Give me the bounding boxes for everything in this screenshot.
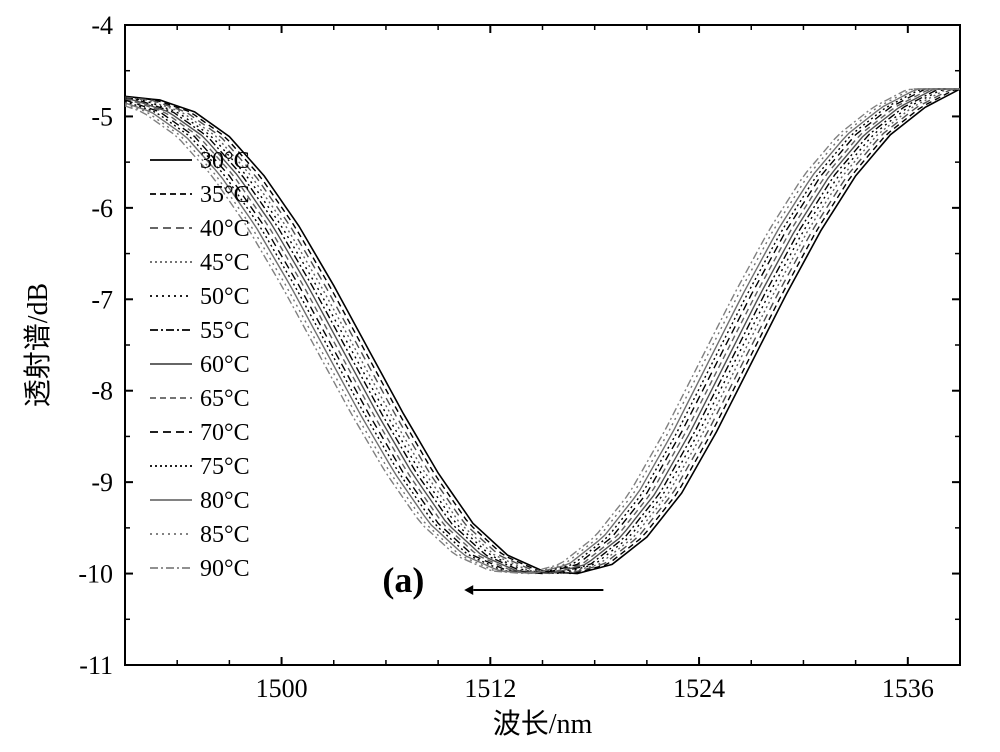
legend-label: 55°C xyxy=(200,318,250,344)
series-group xyxy=(125,89,960,574)
legend-label: 40°C xyxy=(200,216,250,242)
legend-label: 60°C xyxy=(200,352,250,378)
y-tick-label: -7 xyxy=(91,285,113,314)
y-tick-label: -4 xyxy=(91,11,113,40)
legend-label: 70°C xyxy=(200,420,250,446)
series-line xyxy=(125,89,960,574)
y-tick-label: -8 xyxy=(91,377,113,406)
series-line xyxy=(125,89,960,573)
series-line xyxy=(125,89,960,573)
y-tick-label: -6 xyxy=(91,194,113,223)
series-line xyxy=(125,89,960,573)
x-tick-label: 1500 xyxy=(256,674,308,703)
legend-label: 80°C xyxy=(200,488,250,514)
series-line xyxy=(125,89,960,573)
series-line xyxy=(125,89,960,574)
series-line xyxy=(125,89,960,573)
legend-label: 50°C xyxy=(200,284,250,310)
y-tick-label: -5 xyxy=(91,102,113,131)
series-line xyxy=(125,89,960,573)
y-axis-label: 透射谱/dB xyxy=(22,283,54,407)
series-line xyxy=(125,89,960,573)
series-line xyxy=(125,89,960,573)
x-tick-label: 1512 xyxy=(464,674,516,703)
y-tick-label: -9 xyxy=(91,468,113,497)
transmission-spectrum-chart: 1500 1512 1524 1536 -11 -10 -9 -8 -7 -6 -5 -4 波长/nm 透… xyxy=(0,0,1000,752)
legend-label: 45°C xyxy=(200,250,250,276)
y-tick-label: -11 xyxy=(79,651,113,680)
series-line xyxy=(125,89,960,573)
x-tick-label: 1536 xyxy=(882,674,934,703)
legend-label: 85°C xyxy=(200,522,250,548)
legend-label: 35°C xyxy=(200,182,250,208)
chart-svg: 1500 1512 1524 1536 -11 -10 -9 -8 -7 -6 -5 -4 波长/nm 透… xyxy=(0,0,1000,752)
arrow-head-icon xyxy=(464,585,473,595)
series-line xyxy=(125,89,960,574)
x-axis-label: 波长/nm xyxy=(493,708,593,740)
y-tick-label: -10 xyxy=(78,560,113,589)
legend-label: 90°C xyxy=(200,556,250,582)
series-line xyxy=(125,89,960,574)
panel-label: (a) xyxy=(382,560,424,600)
legend-label: 65°C xyxy=(200,386,250,412)
legend-label: 30°C xyxy=(200,148,250,174)
x-tick-label: 1524 xyxy=(673,674,725,703)
legend-label: 75°C xyxy=(200,454,250,480)
